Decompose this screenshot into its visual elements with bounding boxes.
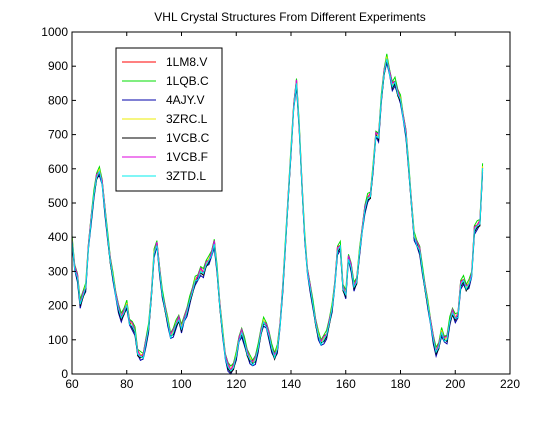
x-tick-label: 60 [65, 377, 79, 391]
x-tick-label: 100 [171, 377, 191, 391]
x-tick-label: 180 [390, 377, 410, 391]
chart-title: VHL Crystal Structures From Different Ex… [154, 10, 425, 24]
y-tick-label: 500 [48, 196, 68, 210]
series-layer [71, 53, 484, 375]
series-line-4ajy-v [71, 62, 484, 375]
y-tick-label: 100 [48, 333, 68, 347]
x-tick-label: 140 [281, 377, 301, 391]
legend-label: 1VCB.F [166, 150, 208, 164]
legend-label: 1LQB.C [166, 74, 209, 88]
legend-label: 4AJY.V [166, 93, 204, 107]
legend-label: 1VCB.C [166, 131, 210, 145]
y-tick-label: 800 [48, 93, 68, 107]
y-axis: 0 100 200 300 400 500 600 700 800 900 1000 [41, 25, 510, 381]
y-tick-label: 0 [61, 367, 68, 381]
x-tick-label: 160 [336, 377, 356, 391]
legend-label: 3ZRC.L [166, 112, 208, 126]
x-tick-label: 200 [445, 377, 465, 391]
legend: 1LM8.V 1LQB.C 4AJY.V 3ZRC.L 1VCB.C 1VCB.F 3ZTD… [115, 47, 223, 192]
series-line-3ztd-l [71, 58, 484, 372]
y-tick-label: 1000 [41, 25, 68, 39]
x-tick-label: 120 [226, 377, 246, 391]
y-tick-label: 900 [48, 59, 68, 73]
y-tick-label: 700 [48, 128, 68, 142]
x-tick-label: 220 [500, 377, 520, 391]
y-tick-label: 600 [48, 162, 68, 176]
y-tick-label: 400 [48, 230, 68, 244]
y-tick-label: 200 [48, 299, 68, 313]
legend-label: 1LM8.V [166, 55, 207, 69]
legend-label: 3ZTD.L [166, 169, 206, 183]
y-tick-label: 300 [48, 264, 68, 278]
x-tick-label: 80 [120, 377, 134, 391]
x-axis: 60 80 100 120 140 160 180 200 220 [65, 32, 520, 391]
